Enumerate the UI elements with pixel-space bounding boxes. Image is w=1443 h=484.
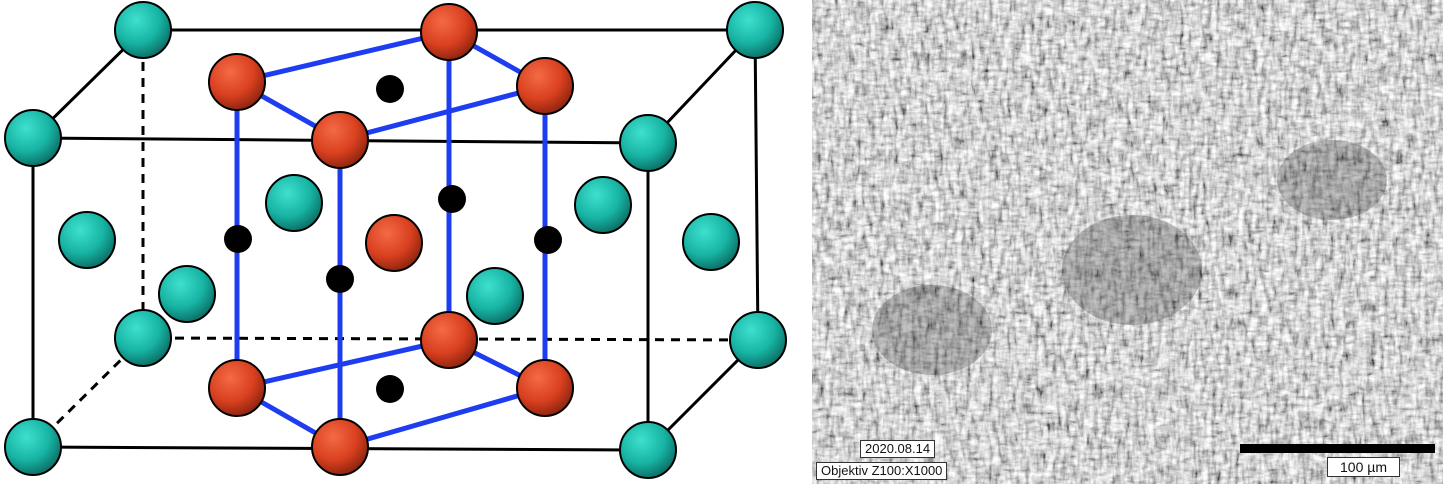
teal-atom <box>466 267 524 325</box>
scale-bar-label: 100 µm <box>1327 457 1400 477</box>
interstitial-atom <box>326 265 354 293</box>
red-atoms <box>208 3 574 476</box>
scale-bar <box>1240 444 1435 453</box>
red-atom <box>311 418 369 476</box>
dark-grain <box>1062 215 1202 325</box>
red-atom <box>420 311 478 369</box>
objective-label: Objektiv Z100:X1000 <box>816 462 948 480</box>
teal-atom <box>265 174 323 232</box>
interstitial-atom <box>376 375 404 403</box>
teal-atom <box>114 1 172 59</box>
red-atom <box>516 57 574 115</box>
interstitial-atom <box>376 75 404 103</box>
interstitial-atoms <box>224 75 562 403</box>
micrograph-panel: 2020.08.14 Objektiv Z100:X1000 100 µm <box>812 0 1443 484</box>
crystal-lattice-diagram <box>4 1 787 479</box>
interstitial-atom <box>534 226 562 254</box>
martensite-micrograph <box>812 0 1443 484</box>
teal-atom <box>619 421 677 479</box>
red-atom <box>208 53 266 111</box>
interstitial-atom <box>224 225 252 253</box>
teal-atom <box>619 114 677 172</box>
teal-atom <box>729 311 787 369</box>
teal-atom <box>4 418 62 476</box>
dark-grain <box>872 285 992 375</box>
date-label: 2020.08.14 <box>860 440 936 458</box>
teal-atom <box>726 1 784 59</box>
teal-atom <box>4 109 62 167</box>
teal-atom <box>58 211 116 269</box>
teal-atom <box>114 309 172 367</box>
dark-grain <box>1277 140 1387 220</box>
teal-atom <box>682 213 740 271</box>
teal-atoms <box>4 1 787 479</box>
red-atom <box>420 3 478 61</box>
red-atom <box>311 111 369 169</box>
red-atom <box>516 359 574 417</box>
teal-atom <box>574 176 632 234</box>
micrograph-texture-overlay <box>812 0 1443 484</box>
dark-grain-regions <box>872 140 1387 375</box>
red-atom <box>365 214 423 272</box>
cell-edge <box>753 29 760 341</box>
teal-atom <box>158 265 216 323</box>
interstitial-atom <box>438 185 466 213</box>
red-atom <box>208 359 266 417</box>
